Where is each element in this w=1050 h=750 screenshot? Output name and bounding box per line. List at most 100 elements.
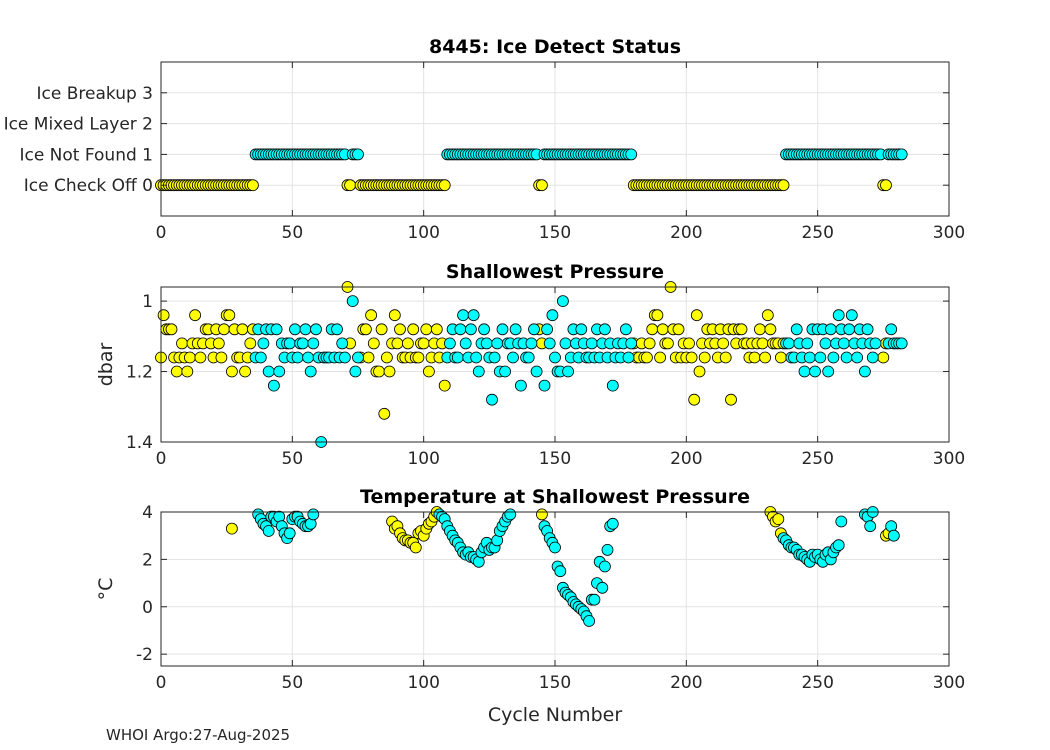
data-point-cyan [606,517,619,530]
data-point-cyan [302,351,315,364]
data-point-yellow [536,179,548,192]
y-tick-label: 0 [142,598,153,618]
data-point-cyan [307,337,320,350]
data-point-cyan [824,323,837,336]
data-point-yellow [656,323,669,336]
data-point-yellow [225,522,238,535]
data-point-yellow [380,351,393,364]
y-axis-label: dbar [95,343,117,387]
data-point-yellow [165,323,178,336]
y-tick-label: 2 [142,550,153,570]
data-point-yellow [388,309,401,322]
data-point-yellow [422,365,435,378]
data-point-cyan [496,323,509,336]
data-point-yellow [189,309,202,322]
y-tick-label: 1.4 [126,433,153,453]
data-point-cyan [470,351,483,364]
ice-status-panel: 0 50 100 150 200 250 300 Ice Check Off 0 Ice Not… [4,36,966,243]
data-point-yellow [244,337,257,350]
data-point-cyan [352,148,364,161]
data-point-yellow [685,351,698,364]
data-point-cyan [554,565,567,578]
data-point-yellow [401,337,414,350]
data-point-yellow [759,351,771,364]
data-point-cyan [307,508,320,521]
data-point-cyan [491,337,504,350]
data-point-yellow [176,337,188,350]
data-point-cyan [504,508,517,521]
data-point-cyan [451,351,464,364]
data-point-yellow [183,351,196,364]
x-tick-label: 250 [801,223,833,243]
chart-title: Temperature at Shallowest Pressure [360,486,750,508]
x-tick-label: 300 [933,449,965,469]
data-point-cyan [478,323,491,336]
data-point-cyan [443,337,456,350]
y-tick-label: Ice Breakup 3 [37,84,154,104]
data-point-yellow [698,351,711,364]
data-point-yellow [756,337,769,350]
data-point-cyan [814,351,827,364]
data-point-cyan [782,337,795,350]
data-point-yellow [690,309,703,322]
data-point-cyan [606,379,619,392]
data-point-cyan [291,351,304,364]
data-point-cyan [507,351,519,364]
data-point-yellow [225,365,238,378]
data-point-cyan [620,323,632,336]
data-point-cyan [625,337,638,350]
data-point-cyan [310,323,322,336]
data-point-cyan [790,323,803,336]
y-tick-label: 4 [142,503,153,523]
data-point-cyan [488,351,501,364]
x-tick-label: 150 [539,449,571,469]
data-point-cyan [625,148,638,161]
data-point-cyan [522,351,535,364]
x-tick-label: 0 [156,673,167,693]
data-point-cyan [464,323,477,336]
data-point-cyan [296,337,309,350]
data-point-yellow [417,337,430,350]
data-point-yellow [212,337,225,350]
data-point-cyan [869,337,882,350]
chart-title: 8445: Ice Detect Status [429,36,681,58]
data-point-cyan [254,351,267,364]
x-tick-label: 300 [933,223,965,243]
data-point-cyan [549,541,561,554]
data-point-cyan [588,593,601,606]
data-point-yellow [215,351,228,364]
data-point-yellow [438,179,451,192]
data-point-cyan [809,365,821,378]
data-point-cyan [583,615,595,627]
data-point-yellow [246,179,259,192]
y-tick-label: Ice Mixed Layer 2 [4,115,153,135]
data-point-yellow [239,365,252,378]
data-point-cyan [346,295,359,308]
x-axis-label: Cycle Number [488,704,622,726]
data-point-yellow [654,351,666,364]
data-point-cyan [546,309,559,322]
data-point-yellow [772,513,785,525]
data-point-cyan [257,337,270,350]
data-point-cyan [585,337,598,350]
data-point-yellow [194,351,207,364]
data-point-cyan [299,323,312,336]
data-point-cyan [289,323,301,336]
data-point-cyan [559,337,572,350]
data-point-yellow [775,351,787,364]
data-point-yellow [218,323,230,336]
data-point-yellow [672,323,685,336]
data-point-cyan [530,365,543,378]
data-point-yellow [877,351,890,364]
y-tick-label: Ice Check Off 0 [24,176,153,196]
data-point-cyan [538,379,551,392]
data-point-cyan [832,309,845,322]
x-tick-label: 50 [282,673,304,693]
data-point-cyan [262,365,275,378]
data-point-cyan [486,393,498,406]
data-point-cyan [887,529,900,542]
data-point-cyan [832,539,845,552]
data-point-yellow [181,365,194,378]
data-point-cyan [885,323,898,336]
data-point-yellow [719,351,732,364]
